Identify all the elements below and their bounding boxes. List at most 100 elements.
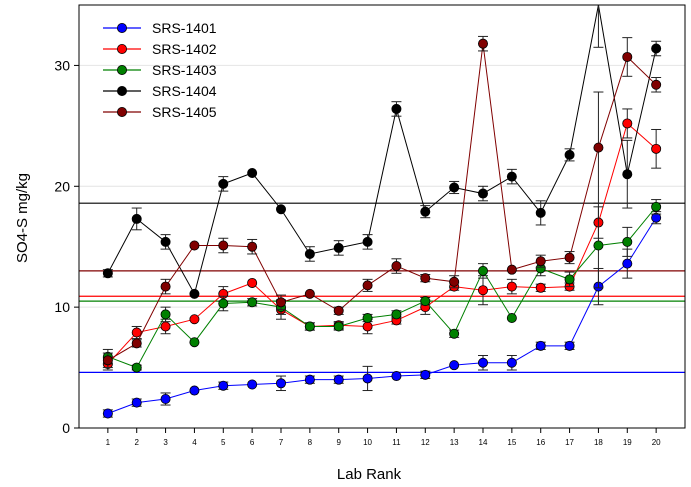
- data-point: [622, 169, 633, 180]
- data-point: [564, 149, 575, 160]
- data-point: [333, 321, 344, 332]
- data-point: [160, 393, 171, 404]
- series: [102, 211, 662, 419]
- legend-swatch-marker: [117, 65, 128, 76]
- grid-lines: [79, 64, 685, 308]
- data-point: [247, 241, 258, 252]
- data-point: [102, 268, 113, 279]
- data-point: [449, 276, 460, 287]
- data-point: [247, 167, 258, 178]
- data-point: [420, 206, 431, 217]
- legend-swatch-marker: [117, 107, 128, 118]
- data-point: [564, 340, 575, 351]
- x-tick-label: 9: [336, 438, 341, 447]
- data-point: [449, 360, 460, 371]
- x-tick-label: 2: [134, 438, 139, 447]
- data-point: [506, 313, 517, 324]
- data-point: [247, 297, 258, 308]
- mean-lines: [79, 202, 685, 374]
- data-point: [622, 118, 633, 129]
- data-point: [535, 256, 546, 267]
- data-point: [564, 274, 575, 285]
- data-point: [131, 327, 142, 338]
- data-point: [651, 43, 662, 54]
- x-tick-label: 6: [250, 438, 255, 447]
- legend-swatch-marker: [117, 86, 128, 97]
- data-point: [477, 357, 488, 368]
- legend-item: SRS-1405: [103, 104, 217, 120]
- data-point: [131, 397, 142, 408]
- data-point: [535, 340, 546, 351]
- data-point: [189, 288, 200, 299]
- data-point: [160, 321, 171, 332]
- data-point: [247, 379, 258, 390]
- data-point: [218, 240, 229, 251]
- series: [102, 199, 662, 373]
- data-point: [362, 236, 373, 247]
- legend-item: SRS-1401: [103, 20, 217, 36]
- data-point: [535, 282, 546, 293]
- data-point: [622, 236, 633, 247]
- data-point: [420, 273, 431, 284]
- data-point: [362, 313, 373, 324]
- x-tick-label: 14: [479, 438, 488, 447]
- data-point: [391, 261, 402, 272]
- data-point: [593, 142, 604, 153]
- data-point: [160, 281, 171, 292]
- data-point: [362, 280, 373, 291]
- data-point: [218, 298, 229, 309]
- data-point: [102, 355, 113, 366]
- data-point: [651, 201, 662, 212]
- data-point: [506, 357, 517, 368]
- data-point: [391, 103, 402, 114]
- legend: SRS-1401 SRS-1402 SRS-1403 SRS-1404 SRS-1405: [103, 20, 217, 120]
- series: [102, 4, 662, 299]
- data-point: [218, 380, 229, 391]
- x-tick-label: 3: [163, 438, 168, 447]
- data-point: [622, 51, 633, 62]
- data-point: [304, 374, 315, 385]
- x-tick-label: 12: [421, 438, 430, 447]
- x-tick-label: 8: [308, 438, 313, 447]
- x-tick-label: 1: [106, 438, 111, 447]
- data-point: [506, 264, 517, 275]
- legend-label: SRS-1402: [152, 41, 217, 57]
- legend-swatch-marker: [117, 44, 128, 55]
- legend-label: SRS-1405: [152, 104, 217, 120]
- series-group: [102, 4, 662, 419]
- y-tick-label: 20: [54, 178, 70, 194]
- series: [102, 35, 662, 369]
- x-tick-label: 15: [507, 438, 516, 447]
- legend-item: SRS-1403: [103, 62, 217, 78]
- legend-item: SRS-1402: [103, 41, 217, 57]
- x-tick-label: 13: [450, 438, 459, 447]
- data-point: [506, 281, 517, 292]
- data-point: [449, 182, 460, 193]
- data-point: [651, 79, 662, 90]
- data-point: [218, 178, 229, 189]
- x-tick-label: 4: [192, 438, 197, 447]
- x-tick-label: 17: [565, 438, 574, 447]
- data-point: [189, 385, 200, 396]
- x-tick-label: 19: [623, 438, 632, 447]
- data-point: [275, 297, 286, 308]
- y-tick-label: 0: [62, 420, 70, 436]
- data-point: [275, 378, 286, 389]
- data-point: [622, 258, 633, 269]
- x-tick-label: 10: [363, 438, 372, 447]
- data-point: [506, 171, 517, 182]
- legend-item: SRS-1404: [103, 83, 217, 99]
- data-point: [131, 362, 142, 373]
- data-point: [477, 188, 488, 199]
- data-point: [651, 143, 662, 154]
- data-point: [333, 374, 344, 385]
- data-point: [333, 305, 344, 316]
- x-tick-label: 7: [279, 438, 284, 447]
- legend-label: SRS-1403: [152, 62, 217, 78]
- x-tick-label: 16: [536, 438, 545, 447]
- data-point: [160, 309, 171, 320]
- data-point: [477, 38, 488, 49]
- data-point: [564, 252, 575, 263]
